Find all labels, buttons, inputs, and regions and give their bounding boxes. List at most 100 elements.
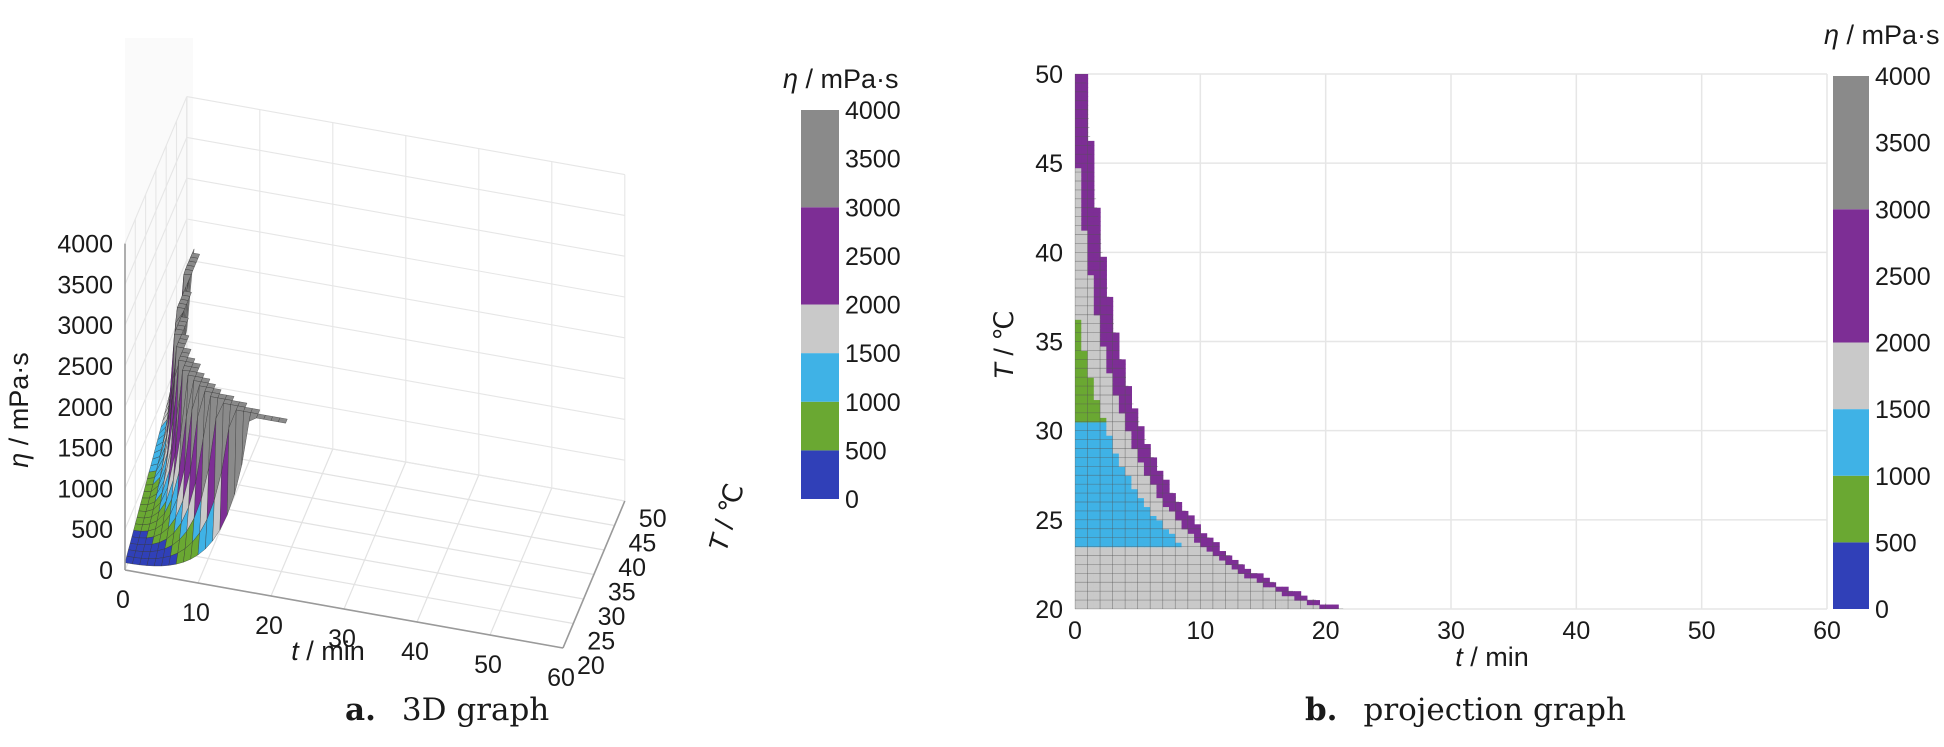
heatmap-cell — [1118, 403, 1126, 409]
heatmap-cell — [1112, 559, 1120, 566]
heatmap-cell — [1169, 577, 1176, 583]
heatmap-cell — [1237, 595, 1245, 601]
heatmap-cell — [1075, 109, 1082, 115]
heatmap-cell — [1263, 577, 1270, 583]
heatmap-cell — [1231, 582, 1239, 588]
heatmap-cell — [1118, 510, 1126, 516]
heatmap-cell — [1156, 488, 1164, 494]
heatmap-cell — [1100, 604, 1107, 609]
heatmap-cell — [1093, 386, 1101, 392]
heatmap-cell — [1112, 533, 1120, 539]
heatmap-cell — [1093, 341, 1101, 347]
heatmap-cell — [1269, 586, 1277, 592]
heatmap-cell — [1194, 555, 1201, 561]
heatmap-cell — [1125, 528, 1132, 534]
heatmap-cell — [1081, 542, 1089, 548]
colorbar-tick-label: 2500 — [1875, 263, 1931, 291]
colorbar-a-title: η / mPa·s — [783, 64, 899, 94]
heatmap-cell — [1256, 573, 1264, 579]
heatmap-cell — [1156, 515, 1164, 521]
heatmap-cell — [1081, 345, 1089, 352]
heatmap-cell — [1087, 488, 1095, 494]
heatmap-cell — [1093, 519, 1101, 525]
heatmap-cell — [1175, 604, 1183, 609]
heatmap-cell — [1081, 305, 1089, 311]
heatmap-cell — [1087, 448, 1095, 454]
heatmap-cell — [1169, 528, 1176, 534]
y-tick-label: 50 — [639, 505, 667, 533]
y-tick-label: 40 — [1035, 239, 1063, 267]
heatmap-cell — [1093, 573, 1101, 579]
x-tick-label: 20 — [1312, 617, 1340, 645]
heatmap-cell — [1112, 546, 1120, 552]
y-axis-line — [562, 500, 626, 649]
heatmap-cell — [1106, 314, 1114, 320]
colorbar-tick-label: 4000 — [1875, 63, 1931, 91]
heatmap-cell — [1100, 488, 1107, 494]
heatmap-cell — [1075, 181, 1082, 187]
heatmap-cell — [1118, 435, 1126, 441]
heatmap-cell — [1087, 225, 1095, 231]
heatmap-cell — [1087, 296, 1095, 302]
heatmap-cell — [1150, 586, 1158, 592]
heatmap-cell — [1081, 430, 1089, 436]
heatmap-cell — [1106, 310, 1114, 316]
heatmap-cell — [1100, 430, 1107, 436]
heatmap-cell — [1100, 600, 1107, 606]
heatmap-cell — [1169, 542, 1176, 548]
heatmap-cell — [1081, 296, 1089, 302]
heatmap-cell — [1093, 461, 1101, 467]
heatmap-cell — [1231, 573, 1239, 579]
x-tick-label: 0 — [1068, 617, 1082, 645]
heatmap-cell — [1288, 591, 1295, 597]
heatmap-cell — [1075, 448, 1082, 454]
heatmap-cell — [1225, 591, 1233, 597]
heatmap-cell — [1075, 533, 1082, 539]
heatmap-cell — [1100, 408, 1107, 414]
heatmap-cell — [1150, 533, 1158, 539]
heatmap-cell — [1075, 475, 1082, 481]
heatmap-cell — [1175, 586, 1183, 592]
heatmap-cell — [1075, 403, 1082, 409]
heatmap-cell — [1075, 439, 1082, 445]
heatmap-cell — [1106, 372, 1114, 378]
heatmap-cell — [1093, 225, 1101, 231]
heatmap-cell — [1087, 140, 1095, 146]
heatmap-cell — [1087, 314, 1095, 320]
heatmap-cell — [1075, 461, 1082, 467]
heatmap-cell — [1081, 502, 1089, 508]
heatmap-cell — [1106, 528, 1114, 534]
heatmap-cell — [1075, 582, 1082, 588]
heatmap-cell — [1175, 559, 1183, 566]
heatmap-cell — [1231, 559, 1239, 566]
heatmap-cell — [1087, 600, 1095, 606]
heatmap-cell — [1150, 604, 1158, 609]
panel-a-3d-graph: 0 10 20 30 40 50 60 202530354045500500100015002… — [4, 38, 901, 728]
heatmap-cell — [1081, 256, 1089, 262]
heatmap-cell — [1150, 542, 1158, 548]
heatmap-cell — [1087, 368, 1095, 374]
heatmap-cell — [1125, 564, 1132, 570]
heatmap-cell — [1100, 435, 1107, 441]
heatmap-cell — [1194, 546, 1201, 552]
heatmap-cell — [1269, 604, 1277, 609]
heatmap-cell — [1112, 506, 1120, 512]
heatmap-cell — [1162, 595, 1170, 601]
heatmap-cell — [1187, 600, 1195, 606]
heatmap-cell — [1137, 457, 1145, 463]
z-tick-label: 2500 — [57, 353, 113, 381]
heatmap-cell — [1081, 181, 1089, 187]
heatmap-cell — [1087, 551, 1095, 557]
heatmap-cell — [1075, 542, 1082, 548]
heatmap-cell — [1181, 524, 1189, 530]
x-tick-label: 50 — [474, 651, 502, 679]
heatmap-cell — [1175, 573, 1183, 579]
heatmap-cell — [1175, 528, 1183, 534]
heatmap-cell — [1087, 163, 1095, 169]
heatmap-cell — [1281, 595, 1289, 601]
heatmap-cell — [1250, 586, 1258, 592]
heatmap-cell — [1112, 586, 1120, 592]
heatmap-cell — [1106, 386, 1114, 392]
heatmap-cell — [1106, 542, 1114, 548]
heatmap-cell — [1150, 551, 1158, 557]
